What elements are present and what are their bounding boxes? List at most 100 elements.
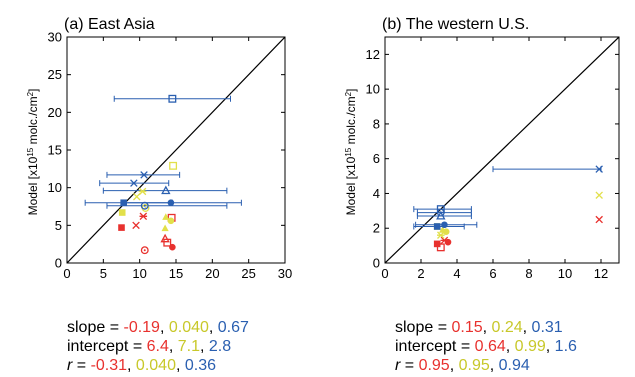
y-axis-label-part: 15 [344, 147, 353, 156]
slope-yellow: 0.24 [491, 319, 523, 336]
point-yellow-x-1 [133, 192, 141, 201]
error-bar-blue-5 [492, 166, 602, 173]
point-red-circle-dot-3-ring [140, 246, 149, 255]
slope-row: slope = -0.19, 0.040, 0.67 [67, 319, 249, 336]
point-blue-x-5 [595, 165, 603, 173]
error-bar-blue-6 [113, 95, 231, 102]
western-us-regression-stats: slope = 0.15, 0.24, 0.31 intercept = 0.6… [395, 318, 577, 375]
y-tick-label: 12 [366, 47, 380, 62]
point-blue-circle-dot-3-dot [439, 211, 442, 214]
y-tick-label: 30 [48, 30, 62, 45]
y-tick-label: 25 [48, 67, 62, 82]
slope-red: 0.15 [451, 319, 483, 336]
point-yellow-asterisk-2 [138, 187, 147, 196]
point-red-circle-filled-3 [444, 238, 452, 246]
x-tick-label: 8 [525, 266, 532, 280]
slope-row: slope = 0.15, 0.24, 0.31 [395, 319, 563, 336]
point-red-circle-dot-3-dot [143, 249, 146, 252]
plot-data-area [385, 37, 619, 263]
point-blue-square-filled-0 [433, 223, 441, 230]
slope-red: -0.19 [123, 319, 160, 336]
y-axis-label: Model [x1015 molc./cm2] [26, 89, 41, 216]
r-equals: = [72, 357, 91, 374]
one-to-one-line [67, 37, 285, 263]
y-tick-label: 2 [373, 221, 380, 236]
point-yellow-square-filled-0 [118, 209, 126, 216]
y-axis-label-part: ] [344, 89, 358, 92]
y-tick-label: 20 [48, 105, 62, 120]
error-bar-blue-5 [121, 199, 242, 206]
point-red-x-1 [132, 221, 140, 230]
slope-blue: 0.67 [217, 319, 249, 336]
y-axis-label-part: 2 [26, 91, 35, 96]
slope-yellow: 0.040 [168, 319, 209, 336]
r-row: r = -0.31, 0.040, 0.36 [67, 357, 216, 374]
slope-label: slope = [67, 319, 124, 336]
x-tick-label: 10 [558, 266, 572, 280]
intercept-label: intercept = [395, 338, 475, 355]
y-axis-label-part: 15 [26, 147, 35, 156]
y-tick-label: 0 [55, 256, 62, 271]
intercept-blue: 2.8 [208, 338, 232, 355]
intercept-yellow: 7.1 [177, 338, 200, 355]
y-axis-label: Model [x1015 molc./cm2] [344, 89, 359, 216]
x-tick-label: 6 [489, 266, 496, 280]
y-tick-label: 10 [48, 180, 62, 195]
slope-blue: 0.31 [531, 319, 563, 336]
x-tick-label: 12 [594, 266, 608, 280]
y-tick-label: 8 [373, 116, 380, 131]
chart-title: (b) The western U.S. [382, 16, 529, 33]
intercept-blue: 1.6 [554, 338, 577, 355]
point-blue-circle-dot-3-ring [140, 201, 149, 210]
point-yellow-circle-filled-6 [167, 217, 175, 225]
one-to-one-line [385, 37, 619, 263]
western-us-panel: (b) The western U.S.024681012024681012Ob… [344, 16, 620, 280]
x-tick-label: 15 [169, 266, 183, 280]
x-tick-label: 30 [278, 266, 292, 280]
y-axis-label-part: molc./cm [26, 96, 40, 147]
r-blue: 0.36 [184, 357, 216, 374]
r-blue: 0.94 [498, 357, 530, 374]
r-row: r = 0.95, 0.95, 0.94 [395, 357, 530, 374]
point-red-circle-dot-3 [140, 246, 149, 255]
point-red-square-open-5 [163, 238, 172, 247]
point-blue-circle-dot-3 [436, 208, 445, 217]
point-blue-circle-dot-3-dot [143, 204, 146, 207]
intercept-label: intercept = [67, 338, 147, 355]
point-yellow-x-4 [595, 191, 603, 199]
point-red-x-4 [595, 215, 603, 224]
intercept-red: 0.64 [474, 338, 506, 355]
point-blue-square-filled-0 [120, 199, 127, 207]
chart-title: (a) East Asia [64, 16, 155, 33]
point-blue-x-1 [130, 179, 138, 187]
point-blue-asterisk-2 [140, 171, 148, 179]
r-red: -0.31 [90, 357, 128, 374]
r-yellow: 0.040 [135, 357, 176, 374]
point-red-square-filled-0 [118, 224, 125, 231]
y-tick-label: 4 [373, 186, 380, 201]
point-blue-square-open-6 [168, 94, 177, 103]
y-tick-label: 6 [373, 151, 380, 166]
figure: (a) East Asia051015202530051015202530Obs… [26, 16, 620, 280]
intercept-red: 6.4 [146, 338, 169, 355]
r-label: r [395, 357, 401, 374]
x-tick-label: 10 [132, 266, 146, 280]
point-blue-circle-filled-5 [167, 199, 175, 207]
point-red-asterisk-2 [139, 212, 148, 221]
east-asia-regression-stats: slope = -0.19, 0.040, 0.67 intercept = 6… [67, 318, 249, 375]
y-axis-label-part: ] [26, 89, 40, 92]
x-tick-label: 20 [205, 266, 219, 280]
point-yellow-asterisk-1 [437, 231, 445, 239]
y-tick-label: 0 [373, 256, 380, 271]
plot-data-area [67, 37, 285, 263]
y-tick-label: 10 [366, 82, 380, 97]
point-red-triangle-open-4 [160, 233, 170, 243]
y-tick-label: 5 [55, 218, 62, 233]
intercept-row: intercept = 0.64, 0.99, 1.6 [395, 338, 577, 355]
point-red-square-open-1 [436, 243, 445, 252]
error-bar-blue-4 [102, 187, 228, 194]
east-asia-panel: (a) East Asia051015202530051015202530Obs… [26, 16, 293, 280]
x-tick-label: 2 [417, 266, 424, 280]
x-tick-label: 25 [241, 266, 255, 280]
point-blue-circle-dot-3-ring [436, 208, 445, 217]
